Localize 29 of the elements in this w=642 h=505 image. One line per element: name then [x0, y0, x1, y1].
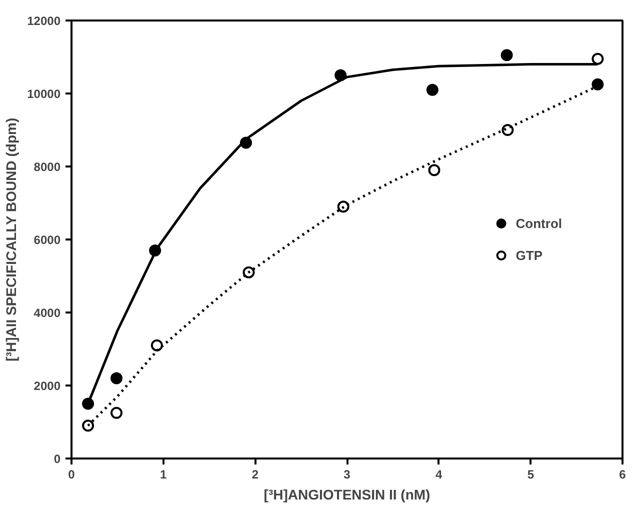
y-axis-title: [³H]AII SPECIFICALLY BOUND (dpm) — [3, 118, 20, 362]
x-tick-label: 5 — [527, 468, 534, 482]
point — [592, 78, 604, 90]
point — [110, 372, 122, 384]
x-tick-label: 3 — [344, 468, 351, 482]
y-tick-label: 0 — [54, 452, 61, 466]
point — [426, 84, 438, 96]
x-tick-label: 1 — [160, 468, 167, 482]
x-tick-label: 0 — [68, 468, 76, 482]
x-tick-label: 6 — [619, 468, 626, 482]
x-tick-label: 2 — [252, 468, 259, 482]
y-tick-label: 4000 — [34, 306, 61, 320]
point — [82, 420, 94, 432]
y-tick-label: 2000 — [34, 379, 61, 393]
point — [110, 406, 122, 419]
point — [242, 266, 255, 278]
point — [428, 164, 440, 176]
point — [500, 49, 513, 62]
point — [150, 339, 163, 352]
y-tick-label: 10000 — [27, 87, 61, 101]
legend-label: GTP — [516, 248, 543, 262]
legend-label: Control — [516, 216, 562, 230]
y-tick-label: 12000 — [27, 14, 61, 28]
x-tick-label: 4 — [435, 468, 442, 482]
point — [337, 200, 350, 213]
y-tick-label: 6000 — [34, 233, 61, 247]
x-axis-title: [³H]ANGIOTENSIN II (nM) — [264, 486, 430, 502]
y-tick-label: 8000 — [34, 160, 61, 174]
point — [592, 52, 604, 65]
